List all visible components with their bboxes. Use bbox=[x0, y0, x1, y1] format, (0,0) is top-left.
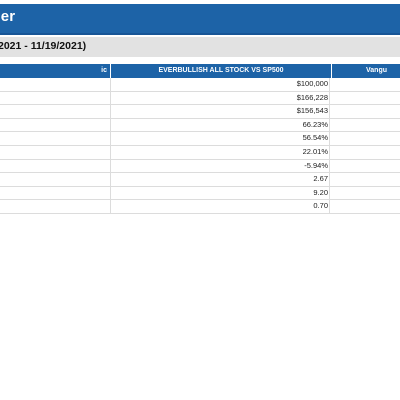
period-label: 2021 - 11/19/2021) bbox=[0, 40, 87, 52]
portfolio-value-cell: 56.54% bbox=[110, 132, 330, 145]
metric-cell bbox=[0, 186, 111, 200]
benchmark-value-cell bbox=[331, 132, 400, 145]
table-row: $100,000 bbox=[0, 78, 400, 92]
results-table: ic EVERBULLISH ALL STOCK VS SP500 Vangu … bbox=[0, 64, 400, 214]
benchmark-value-cell bbox=[331, 160, 400, 173]
benchmark-value-cell bbox=[331, 200, 400, 213]
title-bar: zer bbox=[0, 4, 400, 35]
benchmark-value-cell bbox=[331, 173, 400, 186]
table-row: -5.94% bbox=[0, 159, 400, 174]
benchmark-value-cell bbox=[331, 146, 400, 159]
portfolio-value-cell: $166,228 bbox=[110, 91, 330, 105]
portfolio-value-cell: 22.01% bbox=[110, 145, 330, 159]
portfolio-value-cell: 2.67 bbox=[110, 173, 330, 186]
table-row: 22.01% bbox=[0, 145, 400, 160]
benchmark-value-cell bbox=[331, 92, 400, 105]
table-header: ic EVERBULLISH ALL STOCK VS SP500 Vangu bbox=[0, 64, 400, 78]
table-row: $166,228 bbox=[0, 91, 400, 106]
portfolio-value-cell: -5.94% bbox=[110, 159, 330, 173]
table-row: 2.67 bbox=[0, 173, 400, 187]
metric-cell bbox=[0, 105, 111, 118]
metric-cell bbox=[0, 132, 111, 145]
portfolio-value-cell: 66.23% bbox=[110, 118, 330, 132]
column-header-benchmark: Vangu bbox=[366, 67, 388, 74]
benchmark-value-cell bbox=[331, 119, 400, 132]
period-bar: 2021 - 11/19/2021) bbox=[0, 37, 400, 57]
portfolio-value-cell: $156,543 bbox=[110, 105, 330, 118]
benchmark-value-cell bbox=[331, 105, 400, 118]
metric-cell bbox=[0, 173, 111, 186]
page-title: zer bbox=[0, 8, 16, 25]
column-header-metric: ic bbox=[101, 67, 107, 74]
table-row: 66.23% bbox=[0, 118, 400, 133]
benchmark-value-cell bbox=[331, 78, 400, 91]
metric-cell bbox=[0, 78, 111, 91]
metric-cell bbox=[0, 200, 111, 213]
metric-cell bbox=[0, 159, 111, 173]
benchmark-value-cell bbox=[331, 187, 400, 200]
table-body: $100,000 $166,228 $156,543 66.23% 56.54% 22.0… bbox=[0, 78, 400, 214]
table-row: 0.70 bbox=[0, 200, 400, 214]
table-row: 56.54% bbox=[0, 132, 400, 146]
portfolio-value-cell: 9.20 bbox=[110, 186, 330, 200]
table-row: 9.20 bbox=[0, 186, 400, 201]
table-row: $156,543 bbox=[0, 105, 400, 119]
column-header-portfolio: EVERBULLISH ALL STOCK VS SP500 bbox=[110, 64, 332, 78]
metric-cell bbox=[0, 118, 111, 132]
metric-cell bbox=[0, 91, 111, 105]
portfolio-value-cell: $100,000 bbox=[110, 78, 330, 91]
portfolio-value-cell: 0.70 bbox=[110, 200, 330, 213]
metric-cell bbox=[0, 145, 111, 159]
